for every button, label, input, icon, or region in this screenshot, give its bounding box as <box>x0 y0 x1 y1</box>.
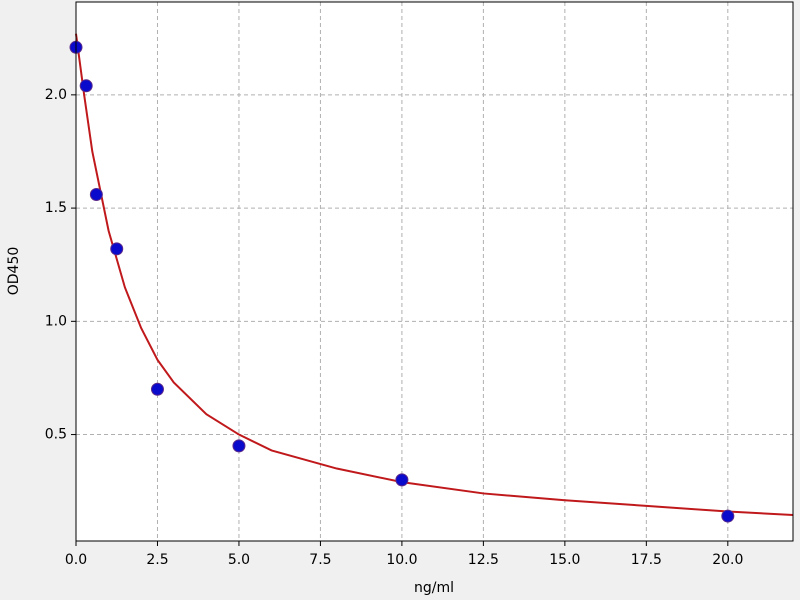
y-tick-label: 2.0 <box>45 87 67 103</box>
data-point <box>721 509 735 523</box>
y-tick-label: 1.5 <box>45 200 67 216</box>
x-tick-label: 20.0 <box>712 552 743 568</box>
plot-area <box>76 2 793 541</box>
data-point <box>110 242 124 256</box>
x-tick-label: 12.5 <box>468 552 499 568</box>
y-tick-label: 1.0 <box>45 313 67 329</box>
x-axis-label: ng/ml <box>414 580 454 596</box>
data-point <box>89 188 103 201</box>
y-axis-label: OD450 <box>6 247 22 296</box>
x-tick-label: 0.0 <box>65 552 87 568</box>
data-point <box>395 473 409 487</box>
x-tick-label: 17.5 <box>631 552 662 568</box>
x-tick-label: 2.5 <box>146 552 168 568</box>
data-point <box>79 79 93 93</box>
fit-curve <box>75 33 794 516</box>
plot-frame <box>75 1 794 542</box>
x-tick-label: 15.0 <box>549 552 580 568</box>
data-point <box>232 439 246 453</box>
data-point <box>150 382 164 396</box>
x-tick-label: 5.0 <box>228 552 250 568</box>
x-tick-label: 10.0 <box>386 552 417 568</box>
x-tick-label: 7.5 <box>309 552 331 568</box>
y-tick-label: 0.5 <box>45 427 67 443</box>
